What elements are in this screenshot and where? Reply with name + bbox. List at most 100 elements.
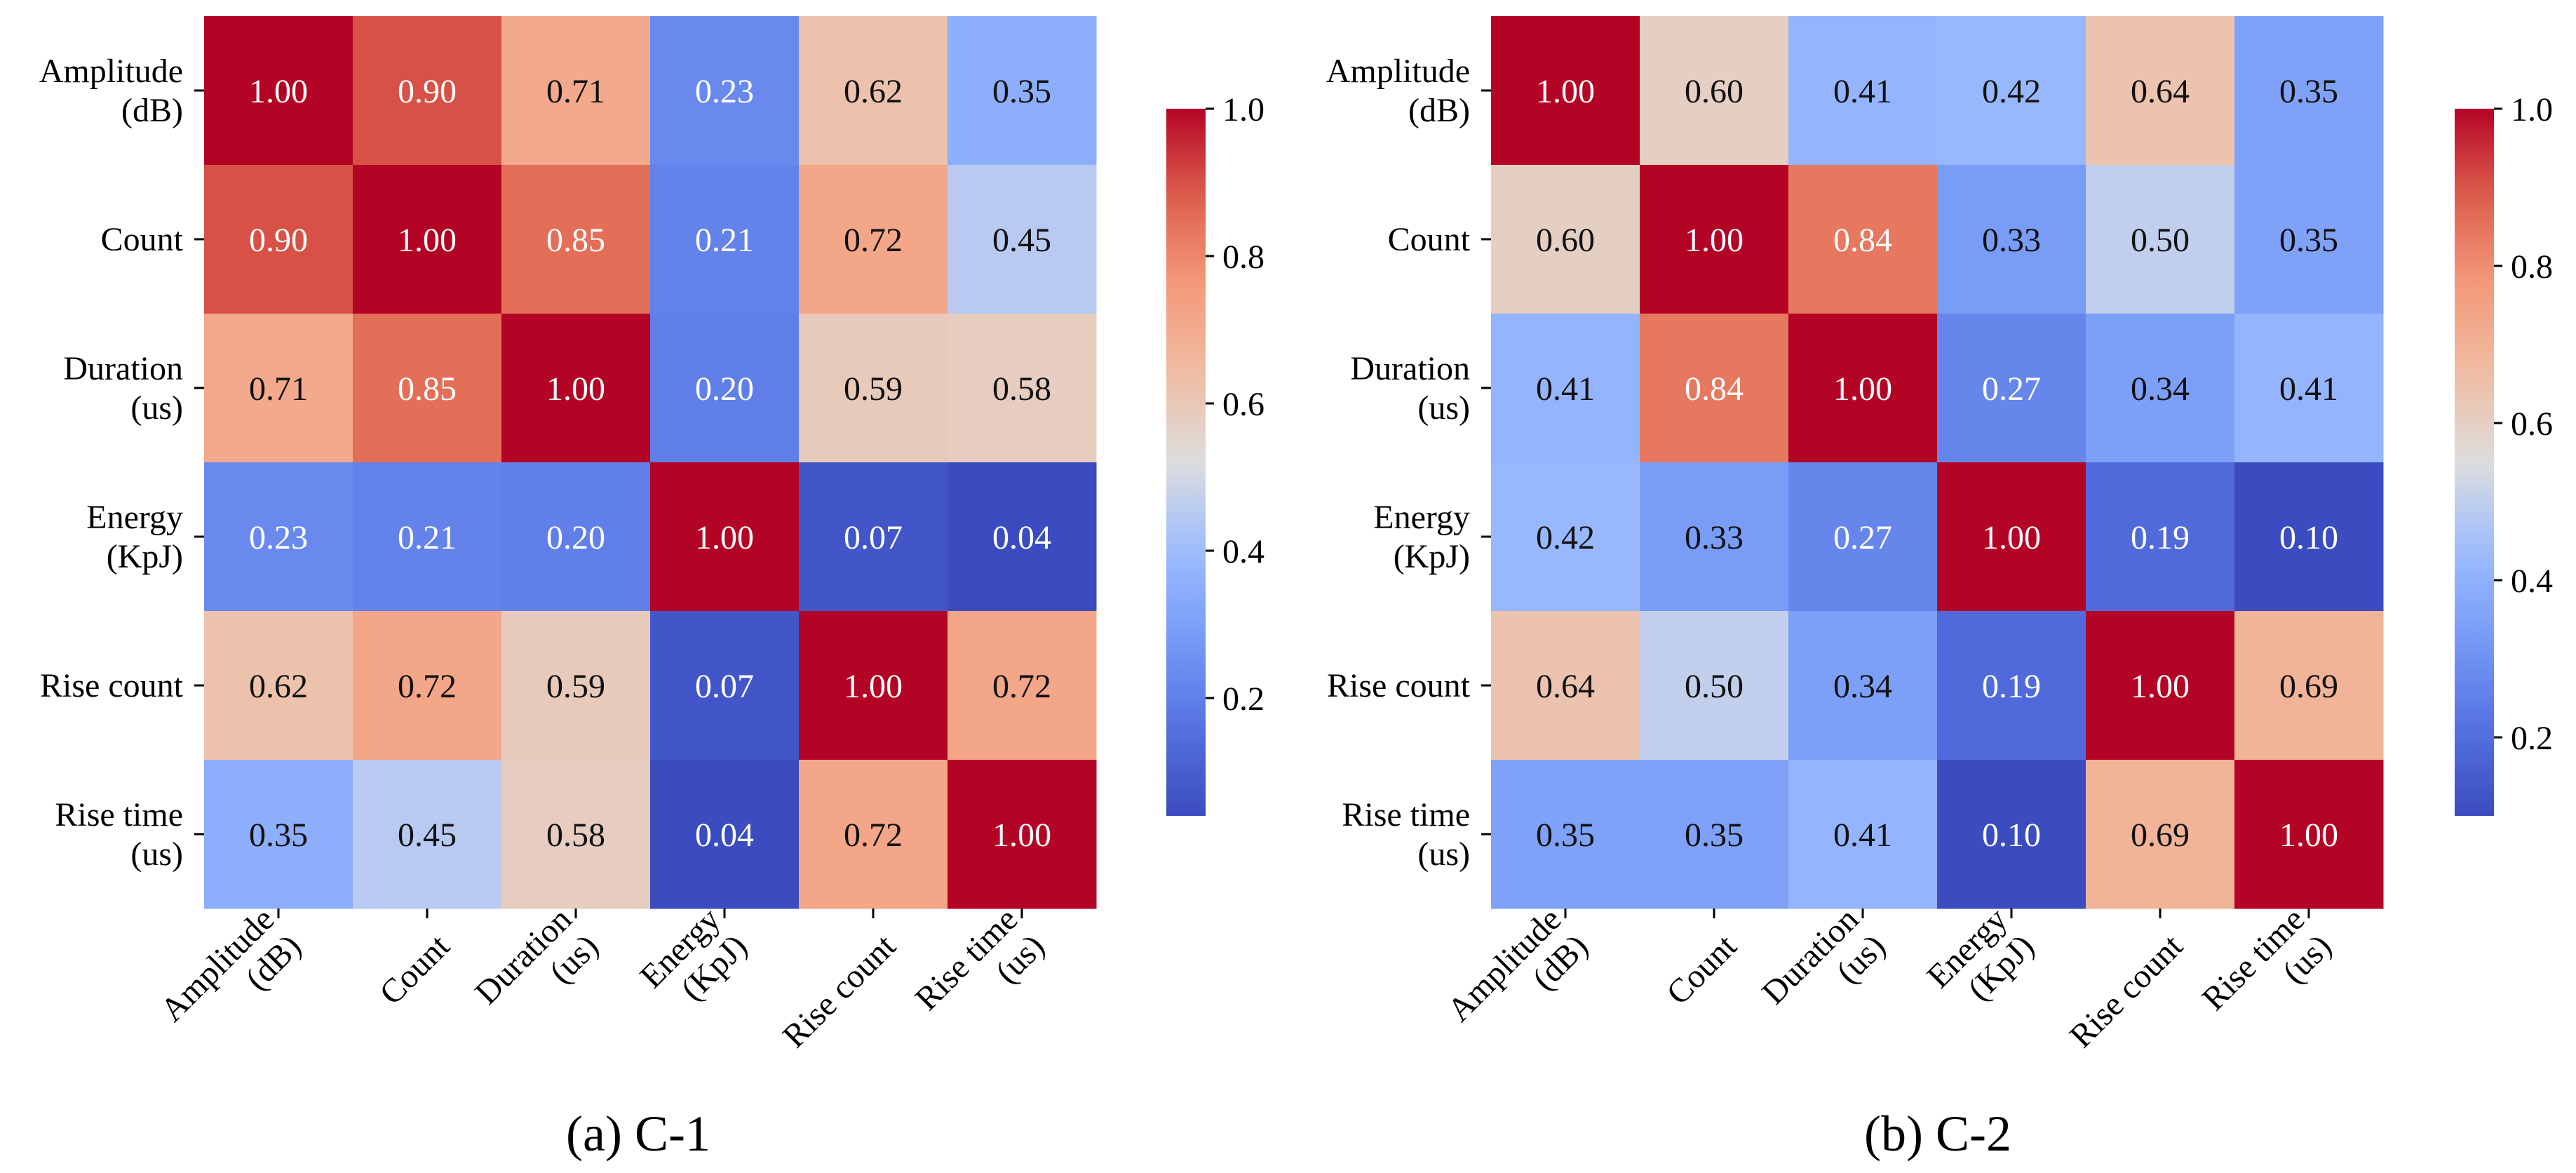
- heatmap-cell: [1788, 314, 1938, 463]
- cell-value-label: 0.10: [1982, 817, 2041, 854]
- cell-value-label: 0.71: [249, 370, 308, 408]
- colorbar-tick-label: 1.0: [1222, 91, 1265, 128]
- cell-value-label: 0.72: [992, 668, 1051, 705]
- heatmap-cell: [1937, 165, 2086, 314]
- cell-value-label: 0.27: [1833, 519, 1892, 556]
- cell-value-label: 0.41: [1833, 817, 1892, 854]
- x-tick-label-group: Energy(KpJ): [1920, 901, 2041, 1008]
- cell-value-label: 0.27: [1982, 370, 2041, 408]
- colorbar-tick-label: 0.2: [1222, 681, 1265, 718]
- heatmap-cell: [1937, 462, 2086, 612]
- cell-value-label: 0.42: [1536, 519, 1595, 556]
- cell-value-label: 0.90: [249, 222, 308, 259]
- panel-caption: (a) C-1: [566, 1106, 710, 1162]
- heatmap-cell: [1640, 760, 1789, 909]
- heatmap-cell: [1937, 314, 2086, 463]
- cell-value-label: 0.41: [1833, 73, 1892, 110]
- heatmap-cell: [650, 165, 800, 314]
- heatmap-cell: [353, 16, 502, 166]
- heatmap-cell: [501, 760, 651, 909]
- heatmap-panel-c2: 1.00 0.60 0.41 0.42 0.64 0.35 0.60 1.00 0.84 0.33…: [1326, 16, 2553, 1162]
- y-tick-label: Amplitude: [39, 53, 183, 90]
- x-tick-label-group: Amplitude(dB): [1441, 901, 1596, 1029]
- cell-value-label: 0.07: [695, 668, 754, 705]
- heatmap-cell: [650, 314, 800, 463]
- heatmap-cell: [204, 314, 353, 463]
- cell-value-label: 1.00: [2131, 668, 2190, 705]
- x-tick-label-group: Duration(us): [468, 901, 605, 1012]
- y-tick-label: (us): [1417, 836, 1470, 873]
- y-tick-label: (dB): [1408, 92, 1470, 129]
- heatmap-cell: [2086, 314, 2235, 463]
- cell-value-label: 1.00: [1982, 519, 2041, 556]
- y-tick-label: Amplitude: [1326, 53, 1470, 90]
- cell-value-label: 1.00: [844, 668, 903, 705]
- heatmap-cell: [1491, 462, 1640, 612]
- cell-value-label: 0.62: [249, 668, 308, 705]
- heatmap-cell: [353, 760, 502, 909]
- cell-value-label: 0.35: [992, 73, 1051, 110]
- x-tick-label-group: Amplitude(dB): [154, 901, 309, 1029]
- heatmap-cell: [799, 165, 948, 314]
- cell-value-label: 0.84: [1685, 370, 1744, 408]
- heatmap-cell: [2086, 165, 2235, 314]
- cell-value-label: 0.72: [844, 222, 903, 259]
- y-tick-label: (us): [130, 389, 183, 427]
- y-tick-label: Rise time: [1342, 796, 1470, 833]
- cell-value-label: 1.00: [1833, 370, 1892, 408]
- heatmap-cell: [353, 165, 502, 314]
- heatmap-cell: [1491, 16, 1640, 166]
- cell-value-label: 0.33: [1982, 222, 2041, 259]
- y-tick-label: (KpJ): [107, 538, 183, 575]
- heatmap-cell: [650, 760, 800, 909]
- colorbar: [2455, 109, 2494, 816]
- cell-value-label: 0.34: [1833, 668, 1892, 705]
- cell-value-label: 0.64: [1536, 668, 1595, 705]
- heatmap-cell: [1640, 314, 1789, 463]
- colorbar-tick-label: 0.6: [1222, 386, 1265, 423]
- cell-value-label: 0.35: [2279, 73, 2338, 110]
- cell-value-label: 0.59: [844, 370, 903, 408]
- cell-value-label: 0.21: [695, 222, 754, 259]
- cell-value-label: 0.35: [2279, 222, 2338, 259]
- cell-value-label: 0.19: [1982, 668, 2041, 705]
- heatmap-cell: [1788, 760, 1938, 909]
- y-tick-label: (dB): [121, 92, 183, 129]
- heatmap-cell: [2086, 16, 2235, 166]
- cell-value-label: 0.19: [2131, 519, 2190, 556]
- heatmap-cell: [1788, 165, 1938, 314]
- cell-value-label: 0.69: [2279, 668, 2338, 705]
- cell-value-label: 0.69: [2131, 817, 2190, 854]
- cell-value-label: 0.58: [546, 817, 605, 854]
- cell-value-label: 0.23: [695, 73, 754, 110]
- y-tick-label: (us): [130, 836, 183, 873]
- heatmap-cell: [501, 611, 651, 760]
- cell-value-label: 1.00: [992, 817, 1051, 854]
- heatmap-cell: [948, 462, 1097, 612]
- heatmap-cell: [2086, 760, 2235, 909]
- heatmap-cell: [1788, 16, 1938, 166]
- heatmap-cell: [2234, 16, 2384, 166]
- cell-value-label: 0.35: [1685, 817, 1744, 854]
- cell-value-label: 0.85: [546, 222, 605, 259]
- heatmap-cell: [204, 462, 353, 612]
- x-tick-label-group: Energy(KpJ): [633, 901, 754, 1008]
- heatmap-cell: [1640, 611, 1789, 760]
- heatmap-cell: [650, 462, 800, 612]
- cell-value-label: 0.60: [1536, 222, 1595, 259]
- heatmap-cell: [2234, 760, 2384, 909]
- cell-value-label: 0.58: [992, 370, 1051, 408]
- heatmap-cell: [501, 16, 651, 166]
- heatmap-cell: [2234, 314, 2384, 463]
- cell-value-label: 0.20: [546, 519, 605, 556]
- cell-value-label: 0.23: [249, 519, 308, 556]
- heatmap-cell: [1937, 760, 2086, 909]
- cell-value-label: 0.41: [1536, 370, 1595, 408]
- heatmap-cell: [1491, 760, 1640, 909]
- y-tick-label: Count: [101, 221, 184, 258]
- cell-value-label: 0.62: [844, 73, 903, 110]
- colorbar-tick-label: 1.0: [2511, 91, 2553, 128]
- y-tick-label: (us): [1417, 389, 1470, 427]
- x-tick-label-group: Count: [372, 927, 457, 1012]
